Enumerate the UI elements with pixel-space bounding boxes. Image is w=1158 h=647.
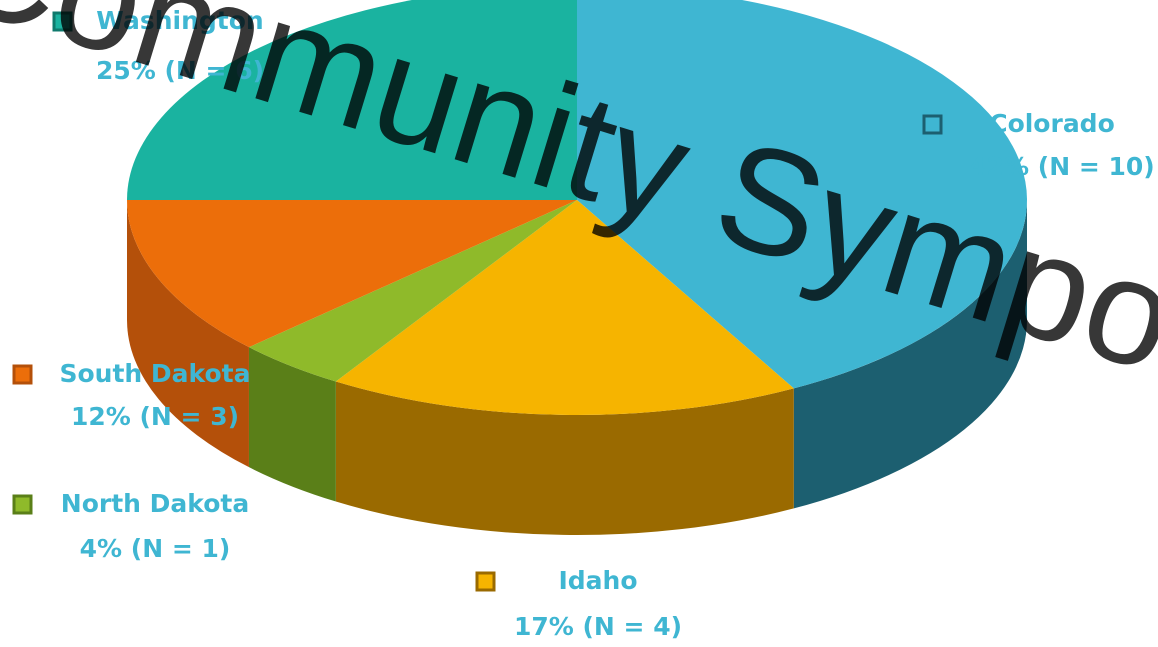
value-label: 25% (N = 6) (96, 56, 264, 85)
slice-side (127, 200, 249, 468)
slice-side (248, 347, 336, 502)
slice (577, 0, 1027, 389)
slice-side (335, 381, 794, 535)
legend-marker (922, 114, 943, 135)
slice-label: North Dakota (61, 489, 249, 518)
slice-label: Colorado (989, 109, 1115, 138)
slice (127, 200, 577, 348)
legend-marker (12, 364, 33, 385)
value-label: 4% (N = 1) (80, 534, 231, 563)
value-label: 17% (N = 4) (514, 612, 682, 641)
slice-label: Idaho (558, 566, 637, 595)
legend-marker (475, 571, 496, 592)
legend-marker (52, 11, 73, 32)
slice-side (793, 200, 1027, 509)
slice (335, 200, 794, 415)
value-label: 12% (N = 3) (71, 402, 239, 431)
slice (127, 0, 577, 200)
slice-label: Washington (96, 6, 263, 35)
slice (248, 200, 577, 382)
legend-marker (12, 494, 33, 515)
slice-label: South Dakota (59, 359, 250, 388)
value-label: 42% (N = 10) (969, 152, 1154, 181)
